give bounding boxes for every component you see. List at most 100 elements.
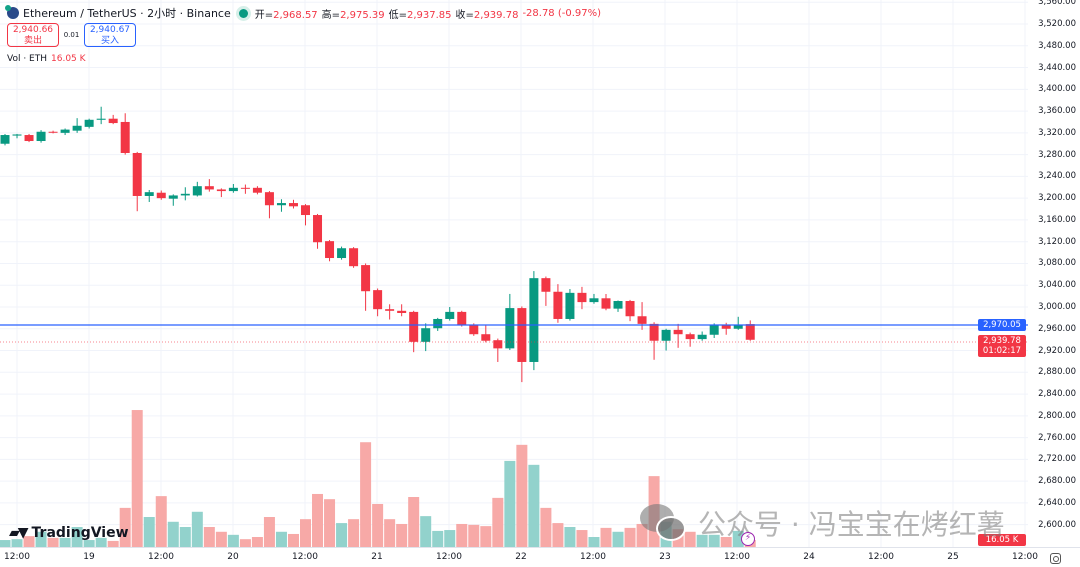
volume-bar [636,523,648,547]
price-change: -28.78 (-0.97%) [522,7,602,19]
settings-icon[interactable] [1050,553,1061,564]
candle-body [601,298,611,309]
volume-bar [480,526,492,547]
volume-bar [107,540,119,547]
volume-bar [420,516,432,547]
candle-body [252,187,262,193]
candle-body [192,186,202,196]
volume-bar [251,537,263,547]
price-tick-label: 3,280.00 [1038,149,1076,160]
volume-bar [155,496,167,547]
volume-bar [612,531,624,547]
volume-bar [576,530,588,547]
line-price-tag: 2,970.05 [978,319,1026,331]
candle-body [132,152,142,196]
candle-body [96,118,106,120]
volume-legend-value: 16.05 K [51,54,86,64]
candle-body [337,248,347,259]
sell-button[interactable]: 2,940.66 卖出 [7,23,59,47]
volume-bar [696,534,708,547]
candle-body [613,301,623,309]
market-status-icon [238,8,248,18]
volume-bar [287,533,299,547]
ethereum-icon [5,5,19,19]
volume-bar [191,511,203,547]
candle-body [457,311,467,325]
bar-countdown: 01:02:17 [982,346,1022,356]
volume-bar [95,537,107,547]
candle-body [541,278,551,292]
ohlc-close: 收=2,939.78 [455,9,519,21]
candle-body [276,203,286,206]
price-tick-label: 3,400.00 [1038,84,1076,95]
candles [0,106,755,383]
candle-body [24,135,34,142]
candle-body [433,318,443,329]
time-tick-label: 21 [371,552,383,562]
candle-body [577,292,587,303]
symbol-title[interactable]: Ethereum / TetherUS · 2小时 · Binance [23,7,231,20]
volume-bar [239,539,251,547]
candle-body [325,241,335,259]
volume-bar [408,497,420,547]
price-tick-label: 2,960.00 [1038,323,1076,334]
volume-bar [47,537,59,547]
volume-bar [492,497,504,547]
ohlc-low: 低=2,937.85 [388,9,452,21]
price-tick-label: 2,800.00 [1038,410,1076,421]
candle-body [649,323,659,341]
price-tick-label: 3,560.00 [1038,0,1076,8]
volume-bar [720,537,732,547]
candle-body [361,265,371,292]
tradingview-logo[interactable]: ▰▼ TradingView [9,525,129,541]
last-price-tag: 2,939.78 01:02:17 [978,335,1026,357]
volume-bar [552,523,564,547]
candle-body [216,189,226,192]
buy-price: 2,940.67 [89,25,131,35]
volume-bar [312,493,324,547]
price-tick-label: 3,080.00 [1038,258,1076,269]
time-tick-label: 12:00 [436,552,462,562]
volume-bar [0,540,11,547]
volume-bar [588,537,600,547]
watermark: 公众号 · 冯宝宝在烤红薯 [640,503,1005,543]
volume-bar [624,527,636,547]
volume-bar [203,527,215,547]
volume-bar [143,517,155,547]
candle-body [505,308,515,349]
tradingview-logo-icon: ▰▼ [9,525,28,541]
price-tick-label: 2,680.00 [1038,476,1076,487]
volume-bar [564,527,576,547]
candle-body [481,334,491,341]
ohlc-open: 开=2,968.57 [254,9,318,21]
time-tick-label: 12:00 [1012,552,1038,562]
buy-label: 买入 [100,36,119,46]
volume-bar [215,531,227,547]
volume-bar [708,534,720,547]
price-tick-label: 3,320.00 [1038,127,1076,138]
volume-bar [71,527,83,547]
lightning-icon[interactable]: ⚡ [741,532,755,546]
candle-body [264,192,274,206]
trade-buttons: 2,940.66 卖出 0.01 2,940.67 买入 [7,23,136,47]
buy-button[interactable]: 2,940.67 买入 [84,23,136,47]
candle-body [733,324,743,329]
candle-body [36,131,46,142]
candle-body [12,134,22,136]
time-tick-label: 20 [227,552,239,562]
time-tick-label: 23 [659,552,671,562]
price-tick-label: 3,240.00 [1038,171,1076,182]
price-tick-label: 2,760.00 [1038,432,1076,443]
time-tick-label: 12:00 [148,552,174,562]
volume-bar [59,537,71,547]
price-tick-label: 2,880.00 [1038,367,1076,378]
price-tick-label: 2,720.00 [1038,454,1076,465]
time-tick-label: 19 [83,552,95,562]
price-tick-label: 3,520.00 [1038,19,1076,29]
candle-body [84,119,94,127]
candle-body [637,316,647,324]
time-tick-label: 12:00 [868,552,894,562]
candle-body [565,292,575,319]
wechat-icon [640,504,688,542]
